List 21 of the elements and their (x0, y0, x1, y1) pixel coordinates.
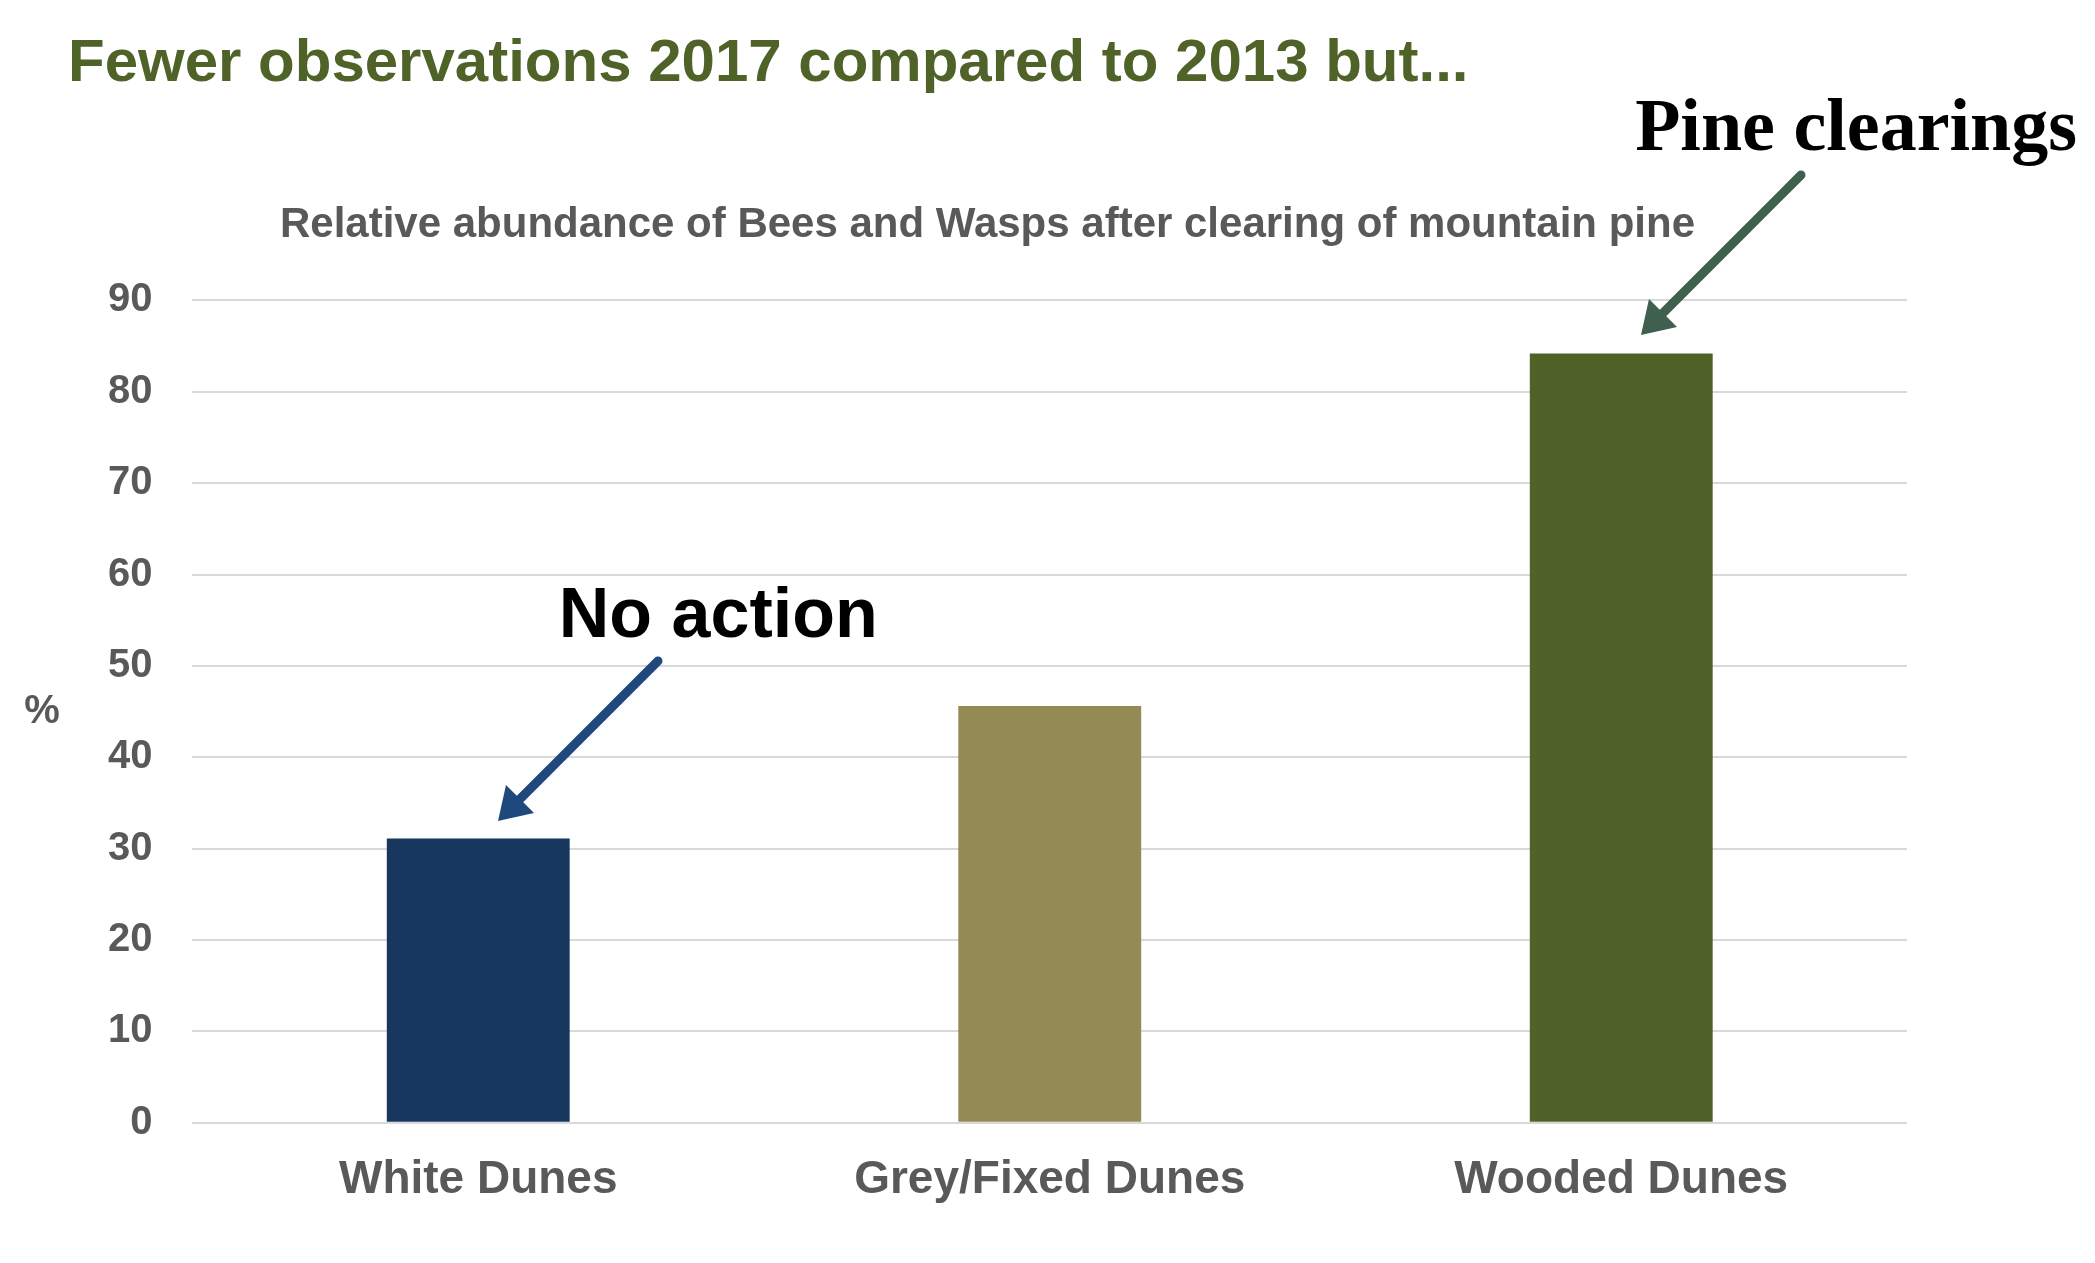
chart-title: Fewer observations 2017 compared to 2013 but... (68, 26, 1469, 94)
y-tick-label: 20 (107, 915, 153, 960)
y-tick-label: 0 (130, 1097, 153, 1142)
y-tick-label: 60 (107, 549, 153, 594)
y-tick-label: 30 (107, 823, 153, 868)
annotation: No action (558, 573, 878, 652)
bar (958, 706, 1142, 1122)
annotation: Pine clearings (1635, 83, 2077, 166)
x-tick-label: Wooded Dunes (1454, 1151, 1789, 1204)
y-tick-label: 80 (107, 366, 153, 411)
bar (386, 838, 570, 1122)
y-axis-title: % (24, 686, 60, 731)
y-tick-label: 70 (107, 458, 153, 503)
chart-subtitle: Relative abundance of Bees and Wasps after clearing of mountain pine (279, 198, 1696, 246)
y-tick-label: 90 (107, 275, 153, 320)
y-tick-label: 40 (107, 732, 153, 777)
x-tick-label: Grey/Fixed Dunes (854, 1151, 1246, 1204)
x-tick-label: White Dunes (338, 1151, 618, 1204)
y-tick-label: 10 (107, 1006, 153, 1051)
bar (1529, 353, 1713, 1122)
y-tick-label: 50 (107, 640, 153, 685)
